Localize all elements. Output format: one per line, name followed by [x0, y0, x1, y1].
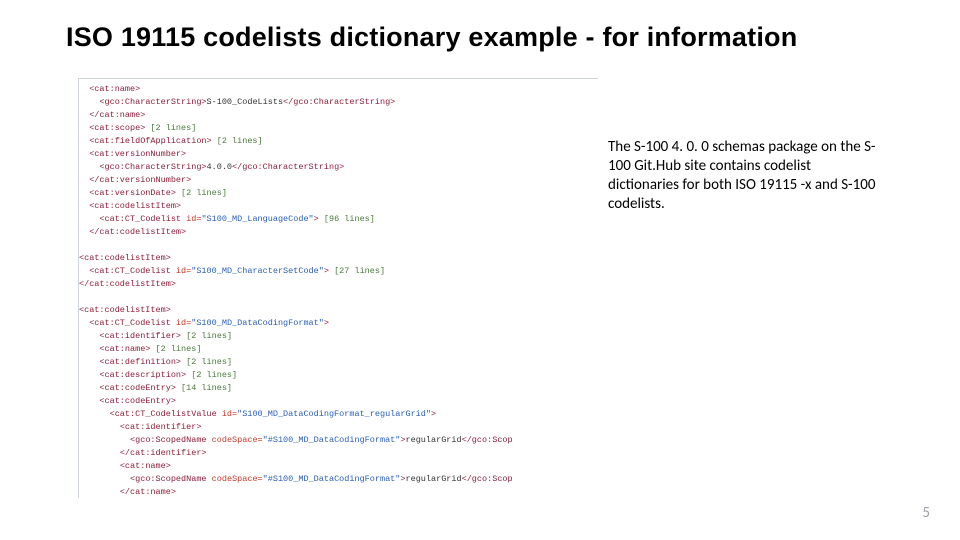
code-block: <cat:name> <gco:CharacterString>S-100_Co… — [79, 83, 594, 498]
page-number: 5 — [922, 504, 930, 522]
annotation-note: The S-100 4. 0. 0 schemas package on the… — [608, 138, 880, 214]
code-viewer: <cat:name> <gco:CharacterString>S-100_Co… — [78, 78, 598, 498]
slide-title: ISO 19115 codelists dictionary example -… — [66, 22, 797, 53]
slide: ISO 19115 codelists dictionary example -… — [0, 0, 960, 540]
